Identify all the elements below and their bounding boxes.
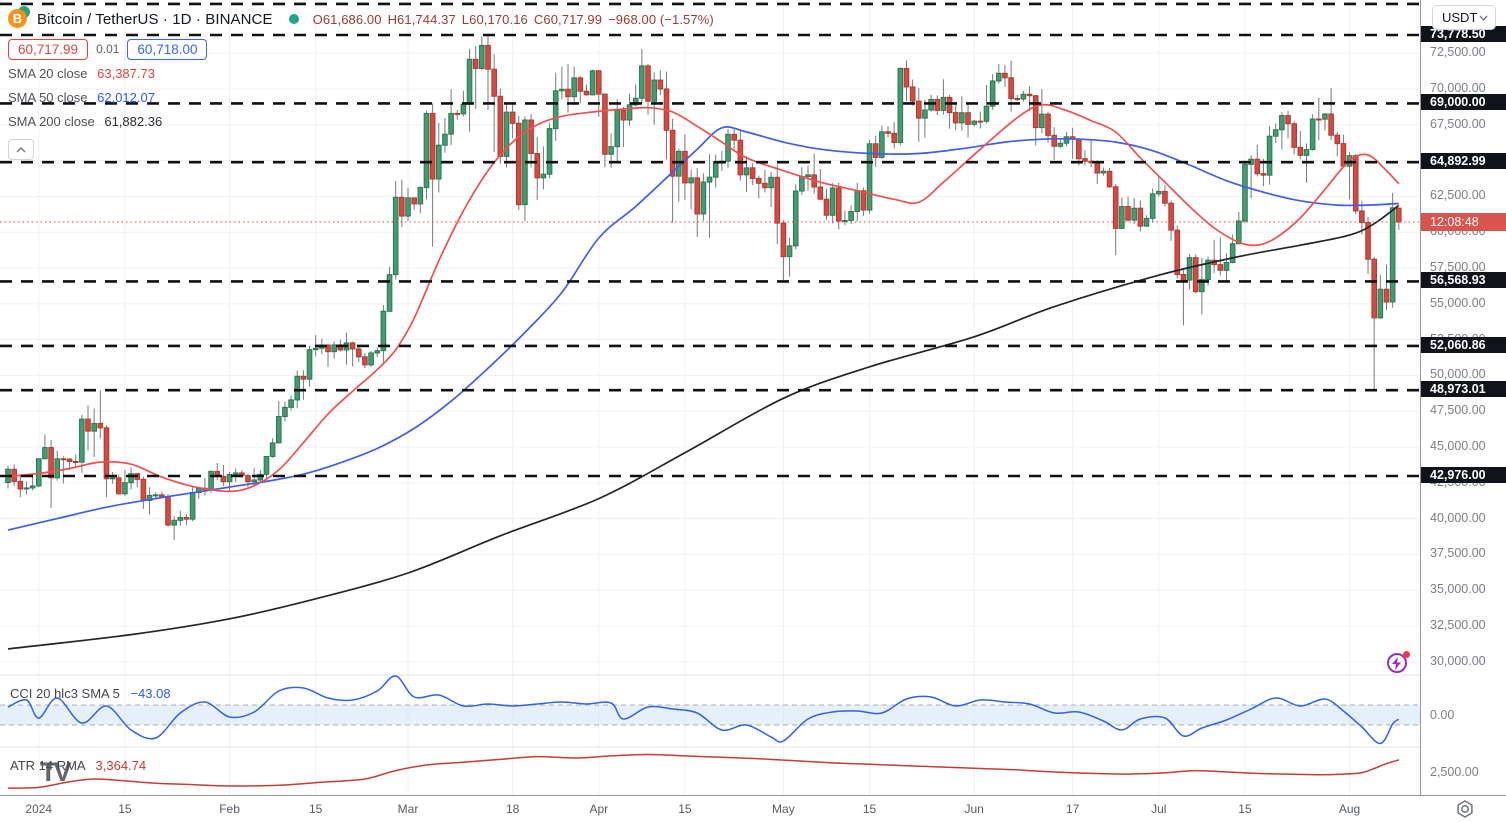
time-tick-label: Apr <box>589 802 609 816</box>
lightning-ring-icon <box>1387 653 1407 673</box>
time-tick-label: 2024 <box>25 802 53 816</box>
buy-button[interactable]: 60,718.00 <box>127 38 208 60</box>
time-tick-label: 18 <box>505 802 520 816</box>
time-tick-label: Feb <box>219 802 240 816</box>
time-tick-label: 15 <box>118 802 132 816</box>
ohlc-low: L60,170.16 <box>461 11 528 27</box>
time-tick-label: Jun <box>964 802 984 816</box>
price-level-badge: 48,973.01 <box>1421 381 1506 398</box>
indicator-row-sma20[interactable]: SMA 20 close 63,387.73 <box>8 66 720 85</box>
sma20-label: SMA 20 close <box>8 66 88 81</box>
time-tick-label: May <box>772 802 795 816</box>
sell-button[interactable]: 60,717.99 <box>8 38 89 60</box>
price-axis[interactable]: USDT 12:08:48 30,000.00 32,500.00 35,000.0… <box>1420 0 1506 795</box>
time-tick-label: 15 <box>1238 802 1252 816</box>
ohlc-close: C60,717.99 <box>533 11 603 27</box>
sma200-label: SMA 200 close <box>8 114 95 129</box>
cci-value: −43.08 <box>130 686 171 701</box>
currency-label: USDT <box>1442 10 1478 25</box>
price-level-badge: 64,892.99 <box>1421 153 1506 170</box>
sma20-value: 63,387.73 <box>97 66 155 81</box>
chevron-up-icon <box>16 146 26 153</box>
price-tick-label: 67,500.00 <box>1430 116 1486 131</box>
sma50-label: SMA 50 close <box>8 90 88 105</box>
chart-legend: B Bitcoin / TetherUS · 1D · BINANCE O61,… <box>8 6 720 160</box>
time-tick-label: Jul <box>1151 802 1167 816</box>
cci-label: CCI 20 hlc3 SMA 5 <box>10 686 120 701</box>
price-tick-label: 70,000.00 <box>1430 81 1486 96</box>
atr-pane-legend[interactable]: ATR 14 RMA 3,364.74 <box>10 758 146 773</box>
spread-value: 0.01 <box>96 42 120 56</box>
price-level-badge: 56,568.93 <box>1421 272 1506 289</box>
atr-value: 3,364.74 <box>95 758 147 773</box>
price-level-badge: 69,000.00 <box>1421 94 1506 111</box>
price-tick-label: 50,000.00 <box>1430 367 1486 382</box>
price-tick-label: 35,000.00 <box>1430 582 1486 597</box>
notification-dot-icon <box>1403 651 1410 658</box>
instant-trading-button[interactable] <box>1387 651 1411 675</box>
btc-usdt-pair-icon: B <box>8 6 30 30</box>
price-tick-label: 72,500.00 <box>1430 45 1486 60</box>
ohlc-open: O61,686.00 <box>312 11 382 27</box>
currency-selector[interactable]: USDT <box>1432 5 1496 30</box>
atr-tick: 2,500.00 <box>1430 765 1479 779</box>
time-tick-label: 15 <box>678 802 692 816</box>
ohlc-high: H61,744.37 <box>387 11 456 27</box>
price-tick-label: 45,000.00 <box>1430 439 1486 454</box>
sma200-value: 61,882.36 <box>104 114 163 129</box>
price-tick-label: 37,500.00 <box>1430 546 1486 561</box>
atr-label: ATR 14 RMA <box>10 758 85 773</box>
sma50-value: 62,012.07 <box>97 90 155 105</box>
market-status-icon <box>288 14 299 24</box>
bid-ask-row: 60,717.99 0.01 60,718.00 <box>8 37 720 61</box>
time-tick-label: Mar <box>397 802 419 816</box>
tradingview-watermark: TV <box>40 757 71 787</box>
ohlc-values: O61,686.00 H61,744.37 L60,170.16 C60,717.99… <box>313 12 720 27</box>
collapse-legend-button[interactable] <box>8 139 34 160</box>
price-tick-label: 30,000.00 <box>1430 653 1486 668</box>
bitcoin-icon: B <box>8 9 27 28</box>
time-tick-label: 15 <box>862 802 877 816</box>
price-tick-label: 32,500.00 <box>1430 617 1486 632</box>
price-level-badge: 73,778.50 <box>1421 26 1506 42</box>
countdown-badge: 12:08:48 <box>1421 212 1506 231</box>
chevron-down-icon <box>1479 15 1488 21</box>
symbol-header[interactable]: B Bitcoin / TetherUS · 1D · BINANCE O61,… <box>8 6 720 30</box>
price-tick-label: 40,000.00 <box>1430 510 1486 525</box>
symbol-title[interactable]: Bitcoin / TetherUS · 1D · BINANCE <box>37 10 273 28</box>
price-tick-label: 47,500.00 <box>1430 403 1486 418</box>
price-level-badge: 42,976.00 <box>1421 466 1506 483</box>
price-tick-label: 62,500.00 <box>1430 188 1486 203</box>
axis-settings-button[interactable] <box>1455 799 1475 819</box>
cci-pane-legend[interactable]: CCI 20 hlc3 SMA 5 −43.08 <box>10 686 171 701</box>
price-tick-label: 55,000.00 <box>1430 295 1486 310</box>
price-tick-label: 57,500.00 <box>1430 260 1486 275</box>
cci-zero-tick: 0.00 <box>1430 708 1455 722</box>
price-level-badge: 52,060.86 <box>1421 336 1506 353</box>
lightning-bolt-icon <box>1392 657 1401 670</box>
time-tick-label: 15 <box>309 802 323 816</box>
time-tick-label: Aug <box>1338 802 1361 816</box>
time-tick-label: 17 <box>1065 802 1080 816</box>
gear-icon <box>1457 800 1473 818</box>
indicator-row-sma200[interactable]: SMA 200 close 61,882.36 <box>8 114 720 133</box>
ohlc-change: −968.00 (−1.57%) <box>608 11 714 27</box>
time-axis[interactable]: 2024 15 Feb 15 Mar 18 Apr 15 May 15 Jun 17 Jul 15 Aug <box>0 795 1506 822</box>
indicator-row-sma50[interactable]: SMA 50 close 62,012.07 <box>8 90 720 109</box>
